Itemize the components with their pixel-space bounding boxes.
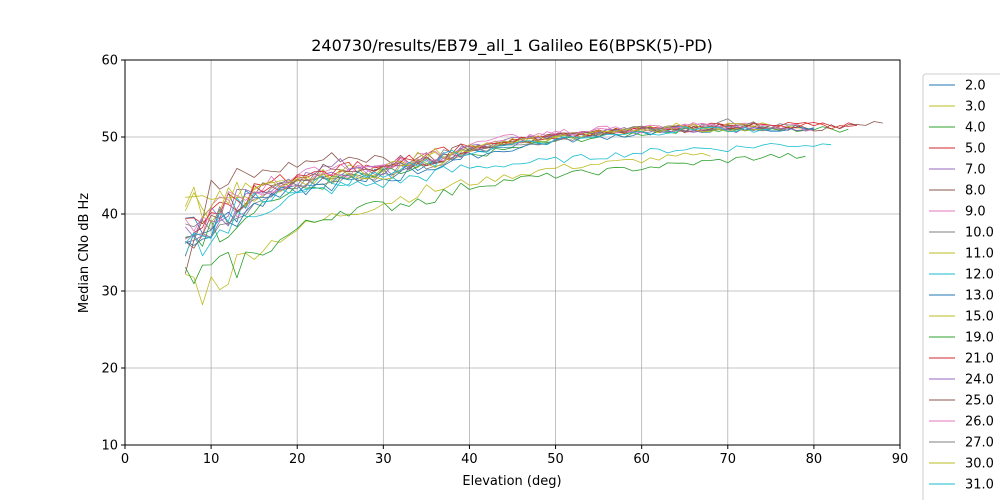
legend-label: 5.0 [965,142,986,157]
series-line [184,122,771,232]
x-tick-label: 90 [892,452,909,467]
legend-label: 11.0 [965,247,994,262]
series-line [184,125,771,219]
legend-frame [922,73,1000,500]
y-tick-label: 50 [101,131,118,146]
legend-label: 3.0 [965,100,986,115]
legend-label: 24.0 [965,373,994,388]
x-tick-label: 30 [375,452,392,467]
legend-label: 19.0 [965,331,994,346]
series-line [185,118,814,239]
y-axis: 10 20 30 40 50 60 [101,54,125,454]
grid [124,59,901,446]
series-line [184,143,832,257]
legend-label: 2.0 [965,79,986,94]
x-axis-title: Elevation (deg) [462,474,561,489]
series-line [185,152,711,306]
legend-label: 27.0 [965,436,994,451]
legend-label: 7.0 [965,163,986,178]
y-tick-label: 40 [101,208,118,223]
series-lines [184,118,883,306]
x-tick-label: 20 [289,452,306,467]
legend-label: 30.0 [965,457,994,472]
legend-label: 31.0 [965,478,994,493]
legend-label: 4.0 [965,121,986,136]
series-line [184,126,771,244]
legend-label: 25.0 [965,394,994,409]
x-tick-label: 0 [121,452,129,467]
y-tick-label: 20 [101,362,118,377]
y-tick-label: 30 [101,285,118,300]
legend-label: 15.0 [965,310,994,325]
x-tick-label: 50 [547,452,564,467]
legend-label: 12.0 [965,268,994,283]
chart-title: 240730/results/EB79_all_1 Galileo E6(BPS… [311,36,713,56]
legend-label: 13.0 [965,289,994,304]
legend-label: 8.0 [965,184,986,199]
series-line [185,122,814,240]
x-axis: 0 10 20 30 40 50 60 70 80 90 [121,445,908,467]
x-tick-label: 80 [806,452,823,467]
y-tick-label: 10 [101,439,118,454]
series-line [184,122,771,224]
legend-label: 9.0 [965,205,986,220]
legend: 2.0 3.0 4.0 5.0 7.0 8.0 9.0 10.0 11.0 12.0 13.0 15.… [922,73,1000,500]
series-line [185,126,814,246]
series-line [184,152,806,285]
x-tick-label: 60 [633,452,650,467]
plot-frame [124,59,901,446]
legend-label: 26.0 [965,415,994,430]
legend-label: 10.0 [965,226,994,241]
legend-label: 21.0 [965,352,994,367]
x-tick-label: 70 [720,452,737,467]
y-axis-title: Median CNo dB Hz [77,193,92,313]
x-tick-label: 40 [461,452,478,467]
series-line [185,125,771,231]
y-tick-label: 60 [101,54,118,69]
x-tick-label: 10 [203,452,220,467]
